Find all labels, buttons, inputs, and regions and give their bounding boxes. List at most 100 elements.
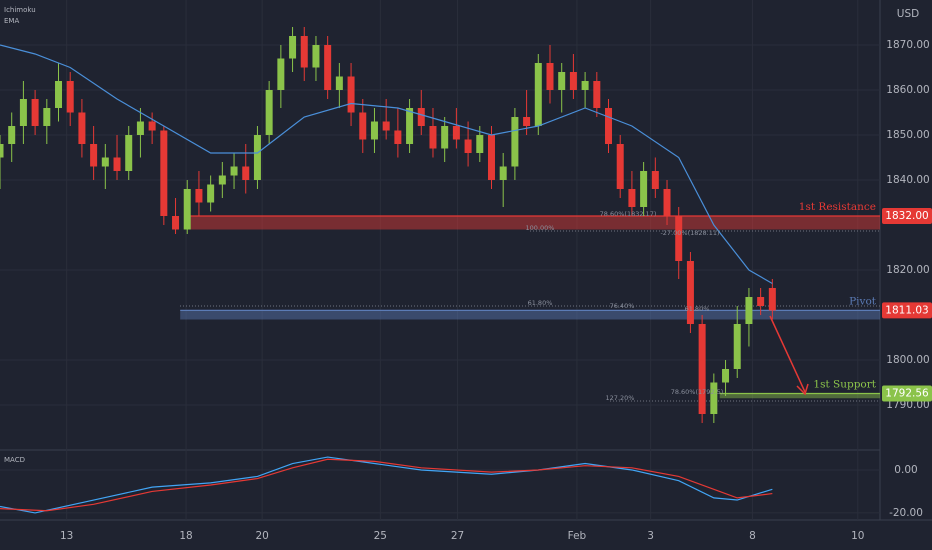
level-name: 1st Support [813,378,876,390]
candle-body [663,189,671,216]
candle-body [675,216,683,261]
price-tag-label: 1792.56 [885,387,929,399]
candle-body [406,108,414,144]
candle-body [347,76,355,113]
currency-label: USD [897,8,919,20]
candle-body [452,126,460,140]
candle-body [230,166,238,176]
y-tick-label: -20.00 [889,507,923,519]
candle-body [19,99,27,126]
candle-body [417,108,425,126]
candle-body [581,81,589,90]
candle-body [125,135,133,171]
candle-body [628,189,636,207]
price-tag [882,208,932,224]
candle-body [43,108,51,126]
candle-body [0,144,4,158]
candle-body [55,81,63,108]
candle-body [429,126,437,149]
candle-body [569,72,577,90]
fib-label: 100.00% [526,224,555,232]
candle-body [277,58,285,90]
candle-body [546,63,554,90]
candle-body [183,189,191,230]
level-zone [180,310,880,320]
x-tick-label: 10 [851,530,864,542]
candle-body [640,171,648,207]
arrow-head [796,383,809,396]
x-tick-label: 3 [647,530,654,542]
zones [180,215,880,402]
candle-body [101,157,109,167]
candle-body [359,112,367,140]
level-name: Pivot [849,295,877,307]
level-name: 1st Resistance [799,201,876,213]
candle-body [394,130,402,144]
candle-body [160,130,168,216]
candle-body [686,261,694,324]
price-tag [882,302,932,319]
candle-body [113,157,121,171]
x-tick-label: 25 [374,530,387,542]
fib-label: 76.40% [610,302,635,310]
x-tick-label: 18 [179,530,192,542]
grid [0,0,880,520]
y-tick-label: 1850.00 [886,129,929,141]
candle-body [616,144,624,189]
candle-body [523,117,531,126]
candle-body [195,189,203,203]
candle-body [745,297,753,324]
macd-title: MACD [4,456,25,464]
candle-body [148,121,156,131]
y-tick-label: 1790.00 [886,399,929,411]
candle-body [218,175,226,185]
candle-body [733,324,741,369]
x-tick-label: 13 [60,530,73,542]
y-tick-label: 1840.00 [886,174,929,186]
candle-body [324,45,332,90]
candle-body [66,81,74,113]
y-tick-label: 1820.00 [886,264,929,276]
candle-body [370,121,378,140]
x-tick-label: 8 [749,530,756,542]
candle-body [499,166,507,180]
forecast-arrow [769,315,806,393]
y-tick-label: 1860.00 [886,84,929,96]
candle-body [476,135,484,153]
level-zone [719,393,880,399]
macd-line [0,458,773,512]
indicator-label: Ichimoku [4,6,36,14]
candle-body [207,184,215,203]
x-tick-label: 27 [451,530,464,542]
fib-label: 78.60%(1832.17) [600,210,657,218]
candle-body [441,126,449,149]
labels: 1790.00 1800.00 1820.00 1840.00 1850.00 1860.… [60,39,932,542]
fib-label: 61.80% [528,299,553,307]
ema-line [0,44,773,285]
x-tick-label: Feb [568,530,587,542]
candle-body [487,135,495,180]
candle-body [382,121,390,131]
fib-label: -27.00%(1828.11) [660,229,719,237]
fib-label: 61.80% [685,305,710,313]
candle-body [757,297,765,306]
macd-line [0,456,773,514]
candle-body [312,45,320,68]
price-tag [882,385,932,402]
candle-body [511,117,519,167]
candle-body [698,324,706,414]
price-tag-label: 1832.00 [885,210,928,222]
candle-body [710,382,718,414]
candle-body [31,99,39,126]
candle-body [335,76,343,90]
candle-body [253,135,261,180]
candle-body [558,72,566,90]
y-tick-label: 1870.00 [886,39,929,51]
candle-body [289,36,297,59]
candle-body [464,139,472,153]
indicator-label: EMA [4,17,19,25]
level-zone [189,216,880,230]
candle-body [722,369,730,383]
candle-body [8,126,16,144]
